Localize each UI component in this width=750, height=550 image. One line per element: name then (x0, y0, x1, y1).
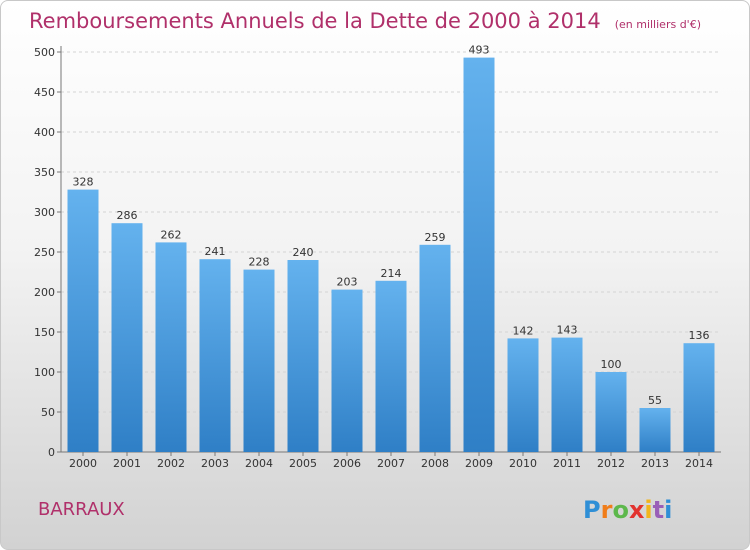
x-tick-label-2011: 2011 (553, 457, 581, 470)
y-tick-label: 250 (34, 246, 55, 259)
bar-2009 (463, 57, 495, 452)
value-label-2011: 143 (557, 324, 578, 337)
value-label-2014: 136 (689, 329, 710, 342)
chart-title-main: Remboursements Annuels de la Dette de 20… (29, 9, 601, 33)
bar-2011 (551, 337, 583, 452)
x-tick-label-2007: 2007 (377, 457, 405, 470)
logo-letter: P (583, 496, 601, 524)
chart-subtitle: (en milliers d'€) (615, 18, 701, 31)
bar-2007 (375, 280, 407, 452)
chart-title: Remboursements Annuels de la Dette de 20… (29, 9, 701, 33)
x-tick-label-2005: 2005 (289, 457, 317, 470)
x-tick-label-2009: 2009 (465, 457, 493, 470)
bar-2012 (595, 372, 627, 452)
bar-2010 (507, 338, 539, 452)
axes: 0 50 100 150 200 250 300 350 400 450 500 2000 2001 20… (34, 46, 721, 470)
x-tick-label-2008: 2008 (421, 457, 449, 470)
value-label-2000: 328 (73, 176, 94, 189)
value-label-2006: 203 (337, 276, 358, 289)
value-label-2013: 55 (648, 394, 662, 407)
logo-letter: i (644, 496, 652, 524)
bar-2014 (683, 343, 715, 452)
x-tick-label-2001: 2001 (113, 457, 141, 470)
y-tick-label: 200 (34, 286, 55, 299)
value-label-2010: 142 (513, 324, 534, 337)
bar-2013 (639, 408, 671, 452)
data-labels: 328 286 262 241 228 240 203 214 259 493 142 143 100 5… (73, 44, 710, 407)
bar-2005 (287, 260, 319, 452)
x-tick-label-2003: 2003 (201, 457, 229, 470)
y-tick-label: 150 (34, 326, 55, 339)
value-label-2008: 259 (425, 231, 446, 244)
x-tick-label-2013: 2013 (641, 457, 669, 470)
value-label-2012: 100 (601, 358, 622, 371)
y-tick-label: 400 (34, 126, 55, 139)
value-label-2003: 241 (205, 245, 226, 258)
y-tick-label: 350 (34, 166, 55, 179)
x-tick-label-2006: 2006 (333, 457, 361, 470)
value-label-2007: 214 (381, 267, 402, 280)
bars (67, 57, 715, 452)
bar-2000 (67, 189, 99, 452)
logo-letter: r (601, 496, 613, 524)
x-tick-label-2000: 2000 (69, 457, 97, 470)
value-label-2009: 493 (469, 44, 490, 57)
commune-name: BARRAUX (38, 499, 125, 520)
bar-2002 (155, 242, 187, 452)
value-label-2004: 228 (249, 256, 270, 269)
bar-2008 (419, 244, 451, 452)
y-tick-label: 50 (41, 406, 55, 419)
bar-2006 (331, 289, 363, 452)
logo-letter: i (664, 496, 672, 524)
x-tick-label-2010: 2010 (509, 457, 537, 470)
y-tick-label: 300 (34, 206, 55, 219)
bar-2003 (199, 259, 231, 452)
logo-letter: x (629, 496, 645, 524)
logo-letter: t (653, 496, 664, 524)
logo-letter: o (612, 496, 629, 524)
proxiti-logo: Proxiti (583, 496, 672, 524)
bar-2004 (243, 269, 275, 452)
x-tick-label-2014: 2014 (685, 457, 713, 470)
y-tick-label: 450 (34, 86, 55, 99)
y-tick-label: 100 (34, 366, 55, 379)
value-label-2005: 240 (293, 246, 314, 259)
x-tick-label-2012: 2012 (597, 457, 625, 470)
value-label-2001: 286 (117, 209, 138, 222)
x-tick-label-2002: 2002 (157, 457, 185, 470)
y-tick-label: 500 (34, 46, 55, 59)
x-tick-label-2004: 2004 (245, 457, 273, 470)
y-tick-label: 0 (48, 446, 55, 459)
value-label-2002: 262 (161, 228, 182, 241)
bar-2001 (111, 223, 143, 452)
